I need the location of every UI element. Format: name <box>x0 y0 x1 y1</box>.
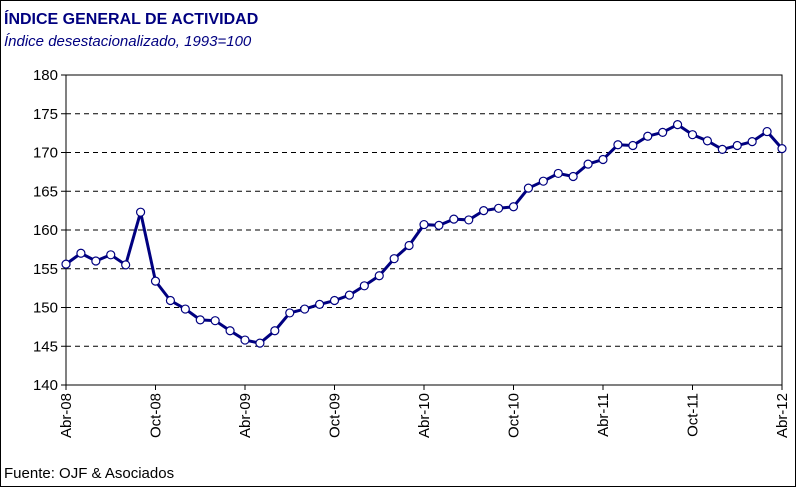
point <box>732 140 742 151</box>
point <box>150 276 161 286</box>
point <box>255 338 265 348</box>
point <box>240 335 250 345</box>
point <box>747 137 757 147</box>
point <box>76 248 86 258</box>
point <box>702 136 713 146</box>
chart-subtitle: Índice desestacionalizado, 1993=100 <box>4 33 252 50</box>
point <box>464 215 474 225</box>
x-tick-label: Abr-09 <box>237 393 254 438</box>
point <box>314 299 325 309</box>
y-tick-label: 165 <box>33 183 58 200</box>
point <box>628 140 638 151</box>
point <box>210 316 220 326</box>
x-tick-label: Oct-10 <box>506 393 523 438</box>
point <box>419 219 429 230</box>
point <box>762 126 772 137</box>
x-tick-label: Abr-11 <box>595 393 612 437</box>
point <box>121 260 131 270</box>
point <box>270 326 280 336</box>
point <box>508 202 519 212</box>
point <box>523 183 534 193</box>
point <box>344 290 355 300</box>
point <box>493 203 504 213</box>
point <box>479 206 489 216</box>
y-tick-label: 155 <box>33 261 58 278</box>
x-tick-label: Abr-12 <box>774 393 791 438</box>
point <box>225 326 235 336</box>
point <box>300 304 310 314</box>
point <box>285 308 295 318</box>
x-tick-label: Oct-11 <box>685 393 702 437</box>
point <box>61 259 71 269</box>
point <box>717 144 727 154</box>
point <box>687 130 698 140</box>
point <box>538 176 548 186</box>
x-tick-label: Abr-10 <box>416 393 433 438</box>
point <box>777 144 787 154</box>
chart-title: ÍNDICE GENERAL DE ACTIVIDAD <box>4 9 258 28</box>
x-tick-label: Oct-08 <box>148 393 165 438</box>
point <box>91 256 101 266</box>
point <box>643 131 653 141</box>
point <box>583 159 593 169</box>
point <box>613 140 623 150</box>
x-tick-label: Abr-08 <box>58 393 75 438</box>
point <box>449 214 459 224</box>
y-tick-label: 175 <box>33 106 58 123</box>
point <box>672 119 683 130</box>
point <box>598 154 608 165</box>
point <box>135 207 146 217</box>
point <box>389 254 399 264</box>
point <box>359 281 369 291</box>
y-tick-label: 145 <box>33 338 58 355</box>
point <box>165 295 176 306</box>
y-tick-label: 170 <box>33 145 58 162</box>
y-tick-label: 140 <box>33 377 58 394</box>
y-tick-label: 150 <box>33 300 58 317</box>
x-tick-label: Oct-09 <box>327 393 344 438</box>
point <box>195 315 205 325</box>
point <box>106 250 116 260</box>
point <box>374 271 384 281</box>
point <box>404 240 414 251</box>
point <box>658 127 668 137</box>
point <box>568 171 578 182</box>
point <box>180 304 190 314</box>
y-tick-label: 160 <box>33 222 58 239</box>
y-tick-label: 180 <box>33 67 58 84</box>
point <box>329 295 340 306</box>
point <box>553 168 563 179</box>
point <box>434 220 444 230</box>
source: Fuente: OJF & Asociados <box>4 465 174 482</box>
